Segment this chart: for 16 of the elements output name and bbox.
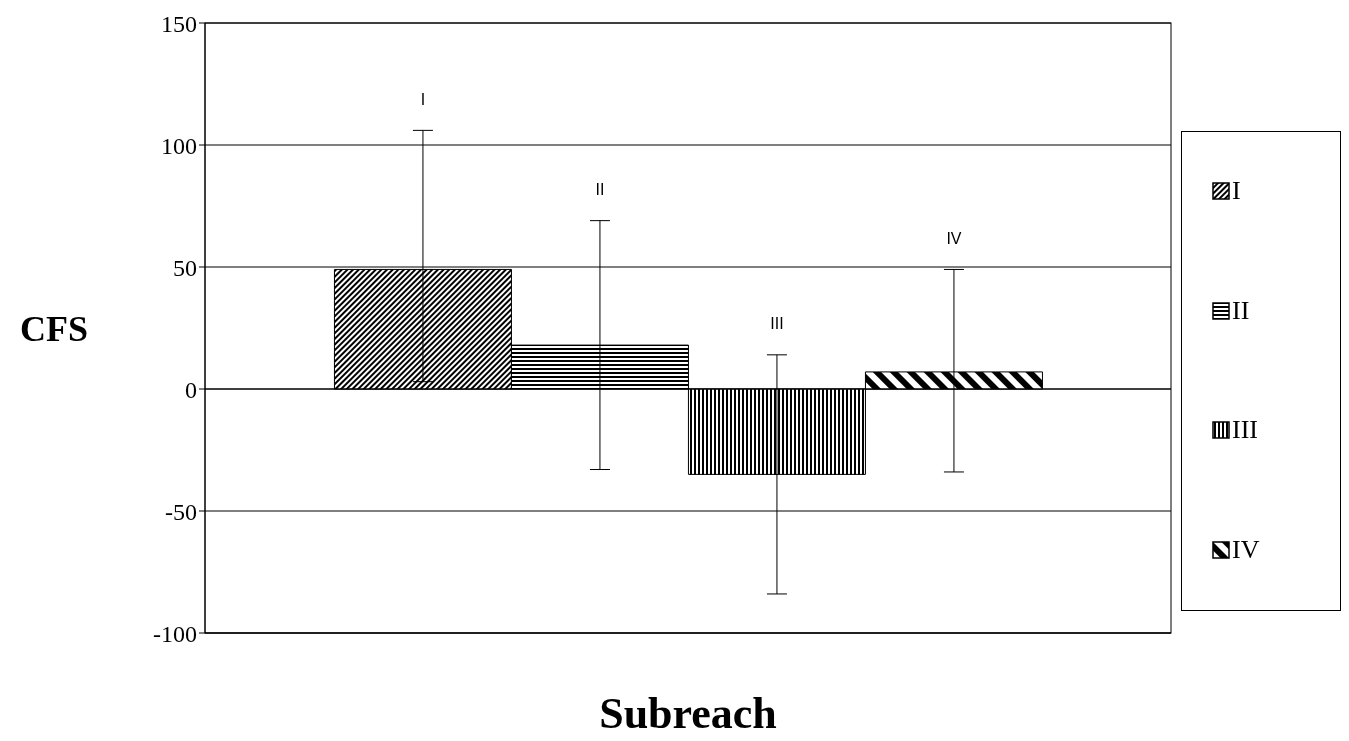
legend-label: III: [1232, 415, 1258, 446]
annotation: II: [595, 180, 605, 198]
annotation: IV: [946, 229, 962, 247]
y-tick-label: 50: [173, 254, 197, 281]
annotation: III: [770, 315, 784, 333]
y-axis-title: CFS: [20, 308, 89, 349]
y-tick-label: 150: [161, 10, 197, 37]
y-tick-label: -100: [153, 620, 197, 647]
x-axis-title: Subreach: [599, 689, 777, 738]
legend-label: II: [1232, 295, 1250, 326]
y-tick-label: -50: [165, 498, 197, 525]
y-tick-label: 100: [161, 132, 197, 159]
y-tick-label: 0: [185, 376, 197, 403]
legend-label: I: [1232, 176, 1241, 207]
legend-label: IV: [1232, 534, 1260, 565]
annotation: I: [420, 90, 426, 108]
